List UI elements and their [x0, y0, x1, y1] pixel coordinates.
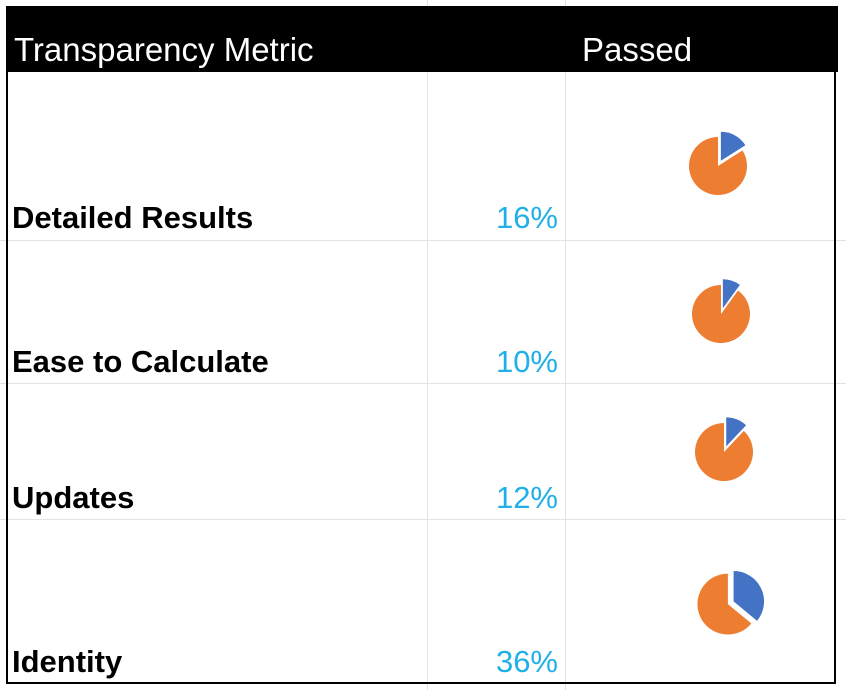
- pie-slice-remaining: [695, 423, 753, 481]
- percent-value: 10%: [495, 344, 558, 379]
- gridline: [0, 383, 846, 384]
- metric-label: Updates: [12, 480, 135, 515]
- pie-slice-remaining: [692, 285, 750, 343]
- pie-slice-remaining: [697, 573, 752, 635]
- header-metric: Transparency Metric: [14, 31, 314, 68]
- pie-slice-passed: [720, 131, 746, 161]
- pie-chart: [689, 131, 747, 195]
- pie-slice-passed: [722, 279, 740, 309]
- percent-value: 36%: [495, 644, 558, 679]
- pie-chart: [695, 417, 753, 481]
- percent-value: 12%: [495, 480, 558, 515]
- gridline: [0, 519, 846, 520]
- table-border: [6, 6, 836, 684]
- pie-chart: [697, 570, 765, 635]
- gridline: [427, 0, 428, 690]
- metric-label: Ease to Calculate: [12, 344, 269, 379]
- gridline: [0, 240, 846, 241]
- gridline: [565, 0, 566, 690]
- pie-chart: [692, 279, 750, 343]
- percent-value: 16%: [495, 200, 558, 235]
- pie-slice-passed: [726, 417, 747, 447]
- header-passed: Passed: [582, 31, 693, 68]
- pie-slice-passed: [733, 570, 765, 621]
- table-header-row: Transparency Metric Passed: [6, 6, 838, 72]
- pie-slice-remaining: [689, 137, 747, 195]
- metric-label: Identity: [12, 644, 123, 679]
- metric-label: Detailed Results: [12, 200, 254, 235]
